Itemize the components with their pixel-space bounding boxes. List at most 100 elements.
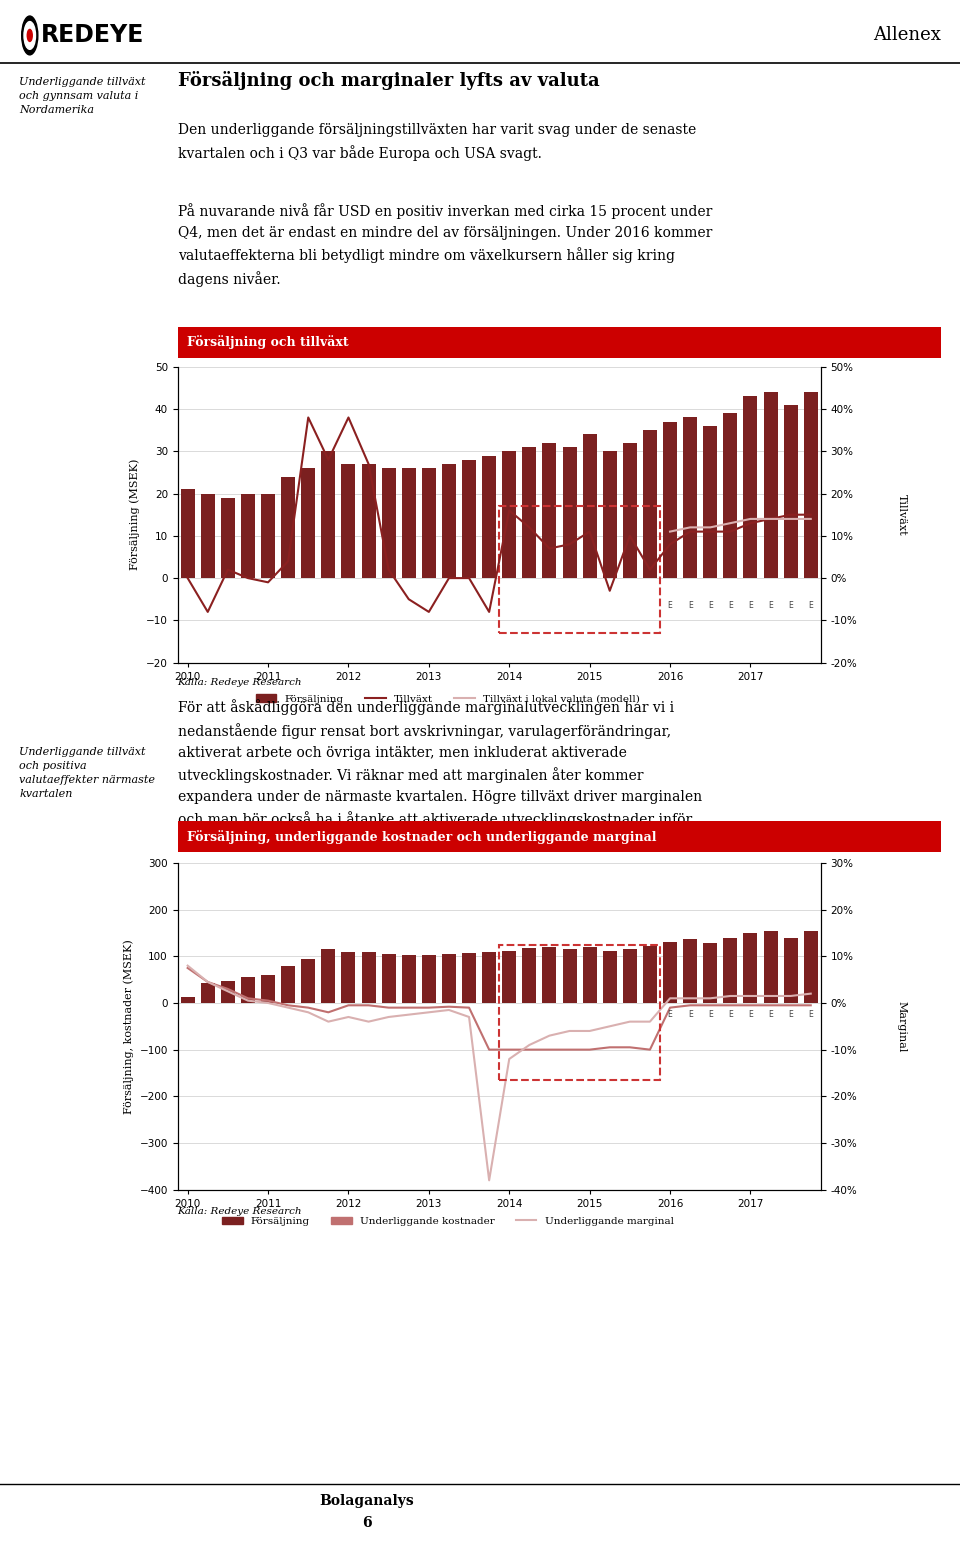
Bar [522, 948, 537, 1003]
Bar [180, 997, 195, 1003]
Text: För att åskådliggöra den underliggande marginalutvecklingen har vi i
nedanståend: För att åskådliggöra den underliggande m… [178, 700, 718, 851]
Bar [502, 951, 516, 1003]
Bar [301, 468, 315, 578]
Bar [180, 490, 195, 578]
Y-axis label: Försäljning (MSEK): Försäljning (MSEK) [130, 459, 140, 570]
Bar [563, 447, 577, 578]
Bar [322, 949, 335, 1003]
Bar [643, 946, 657, 1003]
Text: E: E [748, 1011, 753, 1019]
Bar [783, 937, 798, 1003]
Bar [723, 413, 737, 578]
Text: 6: 6 [362, 1515, 372, 1530]
Text: E: E [708, 1011, 712, 1019]
Bar [763, 391, 778, 578]
Bar [201, 493, 215, 578]
Bar [221, 498, 235, 578]
Bar [342, 464, 355, 578]
Bar [743, 932, 757, 1003]
Bar [221, 980, 235, 1003]
Bar [281, 476, 295, 578]
Bar [201, 983, 215, 1003]
Bar [261, 975, 276, 1003]
Text: REDEYE: REDEYE [41, 23, 145, 48]
Text: Allenex: Allenex [873, 26, 941, 45]
Text: Försäljning och tillväxt: Försäljning och tillväxt [187, 334, 348, 350]
Bar [704, 425, 717, 578]
Bar [462, 952, 476, 1003]
Bar [603, 452, 616, 578]
Text: Underliggande tillväxt
och gynnsam valuta i
Nordamerika: Underliggande tillväxt och gynnsam valut… [19, 77, 146, 116]
Bar [462, 459, 476, 578]
Bar [804, 931, 818, 1003]
Bar [743, 396, 757, 578]
Bar [804, 391, 818, 578]
Text: E: E [728, 601, 732, 610]
Bar [442, 954, 456, 1003]
Text: E: E [788, 601, 793, 610]
Text: Försäljning och marginaler lyfts av valuta: Försäljning och marginaler lyfts av valu… [178, 71, 599, 89]
Bar [342, 952, 355, 1003]
Text: Den underliggande försäljningstillväxten har varit svag under de senaste
kvartal: Den underliggande försäljningstillväxten… [178, 123, 696, 160]
Bar [783, 405, 798, 578]
Bar [241, 493, 255, 578]
Text: E: E [768, 1011, 773, 1019]
Bar [563, 949, 577, 1003]
Text: Källa: Redeye Research: Källa: Redeye Research [178, 678, 302, 687]
Text: E: E [768, 601, 773, 610]
Bar [421, 955, 436, 1003]
Bar [704, 943, 717, 1003]
Y-axis label: Tillväxt: Tillväxt [897, 493, 906, 536]
Text: Källa: Redeye Research: Källa: Redeye Research [178, 1207, 302, 1216]
Bar [261, 493, 276, 578]
Y-axis label: Marginal: Marginal [897, 1000, 906, 1053]
Bar [362, 464, 375, 578]
Text: E: E [667, 601, 672, 610]
Text: E: E [667, 1011, 672, 1019]
Bar [623, 442, 636, 578]
Bar [723, 937, 737, 1003]
Bar [623, 949, 636, 1003]
Bar [603, 951, 616, 1003]
Bar [583, 948, 597, 1003]
Text: På nuvarande nivå får USD en positiv inverkan med cirka 15 procent under
Q4, men: På nuvarande nivå får USD en positiv inv… [178, 203, 712, 287]
Bar [763, 931, 778, 1003]
Text: E: E [748, 601, 753, 610]
Text: E: E [728, 1011, 732, 1019]
Y-axis label: Försäljning, kostnader (MSEK): Försäljning, kostnader (MSEK) [124, 938, 134, 1114]
Bar [542, 442, 557, 578]
Bar [663, 942, 677, 1003]
Bar [663, 422, 677, 578]
Text: E: E [708, 601, 712, 610]
Bar [382, 954, 396, 1003]
Bar [301, 959, 315, 1003]
Bar [382, 468, 396, 578]
Bar [684, 418, 697, 578]
Circle shape [22, 15, 37, 55]
Bar [442, 464, 456, 578]
Bar [542, 948, 557, 1003]
Bar [241, 977, 255, 1003]
Bar [362, 952, 375, 1003]
Bar [502, 452, 516, 578]
Circle shape [24, 22, 36, 49]
Text: E: E [808, 1011, 813, 1019]
Circle shape [27, 29, 33, 42]
Text: Underliggande tillväxt
och positiva
valutaeffekter närmaste
kvartalen: Underliggande tillväxt och positiva valu… [19, 747, 156, 800]
Bar [281, 966, 295, 1003]
Bar [583, 435, 597, 578]
Legend: Försäljning, Tillväxt, Tillväxt i lokal valuta (modell): Försäljning, Tillväxt, Tillväxt i lokal … [252, 690, 644, 707]
Bar [643, 430, 657, 578]
Bar [522, 447, 537, 578]
Text: E: E [687, 601, 692, 610]
Text: Försäljning, underliggande kostnader och underliggande marginal: Försäljning, underliggande kostnader och… [187, 829, 657, 844]
Text: E: E [788, 1011, 793, 1019]
Bar [401, 955, 416, 1003]
Bar [322, 452, 335, 578]
Bar [684, 938, 697, 1003]
Legend: Försäljning, Underliggande kostnader, Underliggande marginal: Försäljning, Underliggande kostnader, Un… [218, 1213, 678, 1230]
Bar [401, 468, 416, 578]
Text: E: E [687, 1011, 692, 1019]
Bar [421, 468, 436, 578]
Text: Bolaganalys: Bolaganalys [320, 1493, 415, 1509]
